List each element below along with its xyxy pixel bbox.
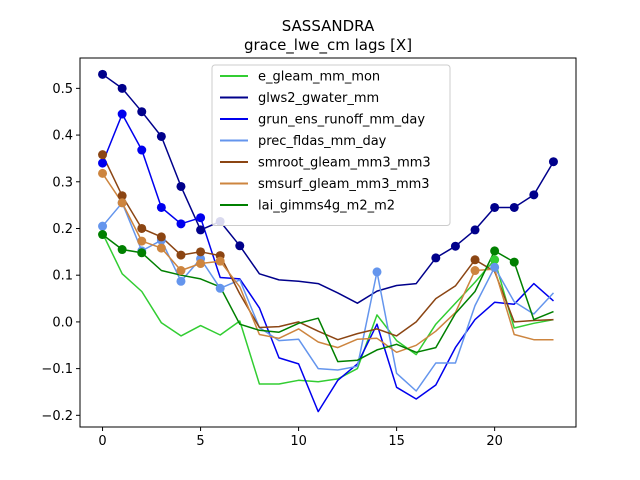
data-point-prec_fldas_mm_day [490,262,500,272]
data-point-smroot_gleam_mm3_mm3 [117,191,127,201]
data-point-prec_fldas_mm_day [372,267,382,277]
legend-label: grun_ens_runoff_mm_day [258,113,425,128]
legend-label: e_gleam_mm_mon [258,70,380,85]
data-point-smsurf_gleam_mm3_mm3 [156,243,166,253]
plot-area-frame [79,57,577,428]
legend: e_gleam_mm_mon glws2_gwater_mm grun_ens_ru… [211,64,451,226]
data-point-glws2_gwater_mm [176,181,186,191]
data-point-smsurf_gleam_mm3_mm3 [196,259,206,269]
data-point-prec_fldas_mm_day [215,283,225,293]
x-tick-label: 5 [196,434,204,449]
series-line-lai_gimms4g_m2_m2 [102,234,554,363]
data-point-glws2_gwater_mm [470,225,480,235]
y-tick-label: 0.1 [52,269,73,284]
data-point-smroot_gleam_mm3_mm3 [137,223,147,233]
y-axis: −0.2 −0.1 0.0 0.1 0.2 0.3 0.4 0.5 [41,82,80,424]
x-tick-label: 10 [290,434,307,449]
legend-label: smsurf_gleam_mm3_mm3 [258,177,430,192]
data-point-glws2_gwater_mm [117,83,127,93]
data-point-prec_fldas_mm_day [98,221,108,231]
data-point-e_gleam_mm_mon [490,255,500,265]
y-tick-label: −0.2 [41,409,73,424]
data-point-lai_gimms4g_m2_m2 [117,245,127,255]
data-point-glws2_gwater_mm [548,157,558,167]
data-point-glws2_gwater_mm [98,69,108,79]
data-point-glws2_gwater_mm [450,241,460,251]
data-point-glws2_gwater_mm [196,225,206,235]
y-tick-label: 0.5 [52,82,73,97]
data-point-lai_gimms4g_m2_m2 [490,246,500,256]
data-point-smroot_gleam_mm3_mm3 [176,250,186,260]
data-point-lai_gimms4g_m2_m2 [137,248,147,258]
data-point-prec_fldas_mm_day [176,276,186,286]
y-tick-label: 0.0 [52,315,73,330]
data-point-lai_gimms4g_m2_m2 [98,230,108,240]
y-tick-label: 0.2 [52,222,73,237]
legend-label: smroot_gleam_mm3_mm3 [258,156,431,171]
data-point-smroot_gleam_mm3_mm3 [470,255,480,265]
data-point-glws2_gwater_mm [431,253,441,263]
data-point-smsurf_gleam_mm3_mm3 [117,198,127,208]
data-point-glws2_gwater_mm [235,241,245,251]
plot-markers [98,69,558,293]
x-tick-label: 0 [98,434,106,449]
data-point-grun_ens_runoff_mm_day [176,219,186,229]
chart-subtitle: grace_lwe_cm lags [X] [244,36,412,55]
legend-label: prec_fldas_mm_day [258,134,387,149]
x-tick-label: 20 [486,434,503,449]
legend-label: lai_gimms4g_m2_m2 [258,199,395,214]
x-axis: 0 5 10 15 20 [98,427,503,449]
series-line-glws2_gwater_mm [102,73,555,304]
chart-title: SASSANDRA [282,17,375,35]
data-point-smsurf_gleam_mm3_mm3 [470,266,480,276]
data-point-smsurf_gleam_mm3_mm3 [176,266,186,276]
data-point-glws2_gwater_mm [156,131,166,141]
data-point-grun_ens_runoff_mm_day [196,213,206,223]
series-line-prec_fldas_mm_day [101,202,555,392]
data-point-grun_ens_runoff_mm_day [98,158,108,168]
y-tick-label: 0.4 [52,129,73,144]
data-point-glws2_gwater_mm [509,202,519,212]
data-point-glws2_gwater_mm [137,107,147,117]
x-tick-label: 15 [388,434,405,449]
series-line-e_gleam_mm_mon [101,232,554,385]
data-point-smroot_gleam_mm3_mm3 [196,247,206,257]
legend-box [211,64,451,226]
data-point-smsurf_gleam_mm3_mm3 [98,168,108,178]
data-point-smroot_gleam_mm3_mm3 [98,150,108,160]
data-point-smsurf_gleam_mm3_mm3 [215,256,225,266]
y-tick-label: −0.1 [41,362,73,377]
data-point-grun_ens_runoff_mm_day [137,145,147,155]
data-point-lai_gimms4g_m2_m2 [509,257,519,267]
legend-label: glws2_gwater_mm [258,91,379,106]
data-point-smroot_gleam_mm3_mm3 [156,232,166,242]
data-point-glws2_gwater_mm [490,202,500,212]
data-point-grun_ens_runoff_mm_day [156,202,166,212]
data-point-glws2_gwater_mm [529,190,539,200]
data-point-smsurf_gleam_mm3_mm3 [137,236,147,246]
data-point-grun_ens_runoff_mm_day [117,109,127,119]
y-tick-label: 0.3 [52,175,73,190]
